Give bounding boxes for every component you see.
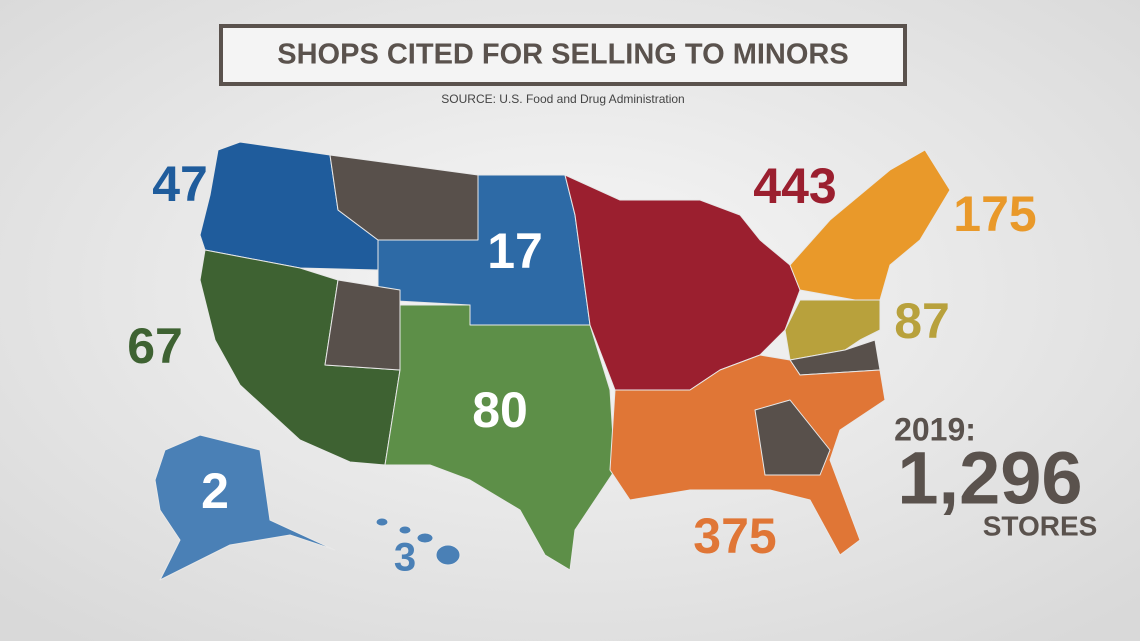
state-utah [324,279,401,371]
region-northeast [789,149,951,301]
hawaii-island [398,525,412,535]
region-count: 375 [693,508,776,564]
state-georgia [754,399,831,476]
region-southeast [609,354,886,556]
region-count: 47 [152,156,208,212]
us-map [154,141,951,581]
region-count: 17 [487,223,543,279]
region-southwest [199,249,401,466]
region-count: 67 [127,318,183,374]
source: SOURCE: U.S. Food and Drug Administratio… [441,92,684,106]
region-count: 80 [472,382,528,438]
title-box [219,24,907,86]
state-alaska [154,434,336,581]
hawaii-island [375,517,389,527]
hawaii-island [435,544,461,566]
region-count: 3 [394,536,416,580]
total-count: 1,296 [897,437,1082,520]
year-label: 2019: [894,411,976,447]
region-count: 2 [201,463,229,519]
hawaii-island [416,532,434,544]
total-unit: STORES [983,510,1098,541]
region-south-central [384,304,616,571]
region-count: 87 [894,293,950,349]
region-count: 175 [953,186,1036,242]
region-count: 443 [753,158,836,214]
title: SHOPS CITED FOR SELLING TO MINORS [277,39,848,71]
